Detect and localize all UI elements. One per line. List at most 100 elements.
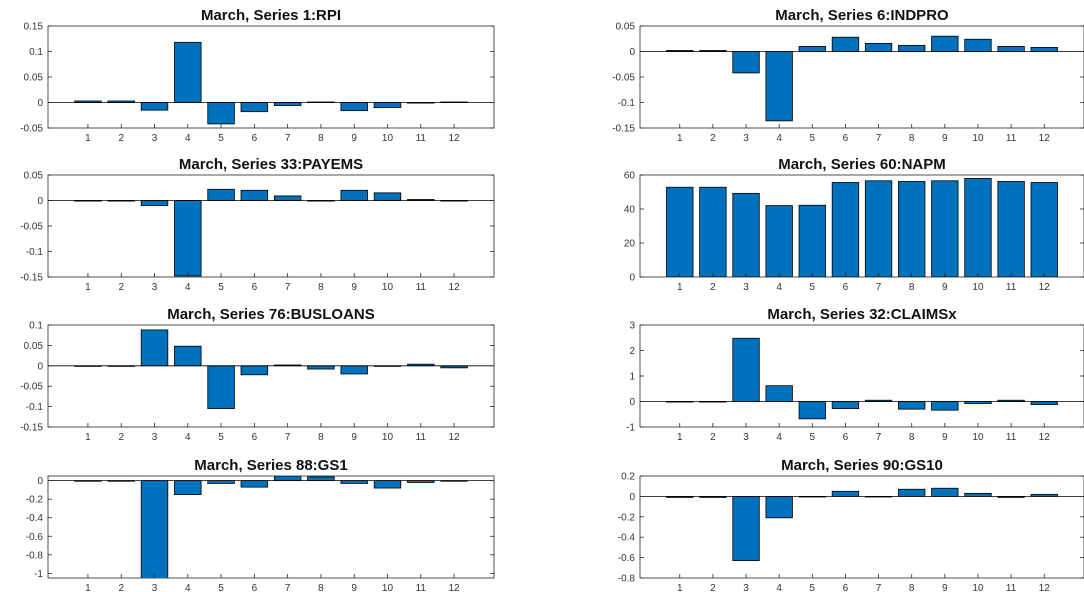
- x-tick-label: 7: [876, 133, 882, 144]
- bar: [931, 487, 959, 497]
- y-tick-label: 0.05: [24, 73, 44, 84]
- x-tick-label: 10: [972, 282, 984, 293]
- x-tick-label: 8: [909, 282, 915, 293]
- bar: [273, 195, 302, 201]
- y-tick-label: 40: [624, 205, 636, 216]
- y-tick-label: -0.4: [26, 513, 44, 524]
- x-tick-label: 1: [677, 432, 683, 443]
- bar: [765, 385, 793, 402]
- bar: [765, 495, 793, 519]
- y-tick-label: 0: [629, 273, 635, 284]
- y-tick-label: -0.15: [20, 273, 43, 284]
- x-tick-label: 5: [810, 282, 816, 293]
- x-tick-label: 12: [448, 282, 460, 293]
- x-tick-label: 1: [85, 133, 91, 144]
- x-tick-label: 11: [416, 282, 427, 293]
- y-tick-label: 0.05: [616, 22, 636, 33]
- x-tick-label: 3: [152, 282, 158, 293]
- axes-box: [639, 324, 1084, 428]
- bar: [1030, 182, 1058, 277]
- axes-box: [47, 475, 495, 579]
- y-tick-label: 0: [37, 476, 43, 487]
- x-tick-label: 5: [218, 432, 224, 443]
- x-tick-label: 1: [677, 282, 683, 293]
- y-tick-label: -0.8: [618, 574, 636, 585]
- x-tick-label: 7: [285, 432, 291, 443]
- x-tick-label: 1: [85, 432, 91, 443]
- x-tick-label: 5: [810, 133, 816, 144]
- bar: [997, 181, 1025, 277]
- bar: [340, 480, 368, 484]
- x-tick-label: 11: [1006, 583, 1017, 592]
- bar: [307, 476, 335, 482]
- x-tick-label: 6: [252, 583, 258, 592]
- subplot-8: -0.8-0.6-0.4-0.200.21 2 3 4 5 6 7 8 9 10 11 12March…: [618, 457, 1084, 592]
- y-tick-label: -0.1: [618, 98, 636, 109]
- y-tick-label: -0.05: [20, 222, 43, 233]
- x-tick-label: 6: [252, 432, 258, 443]
- bar: [1030, 47, 1058, 52]
- x-tick-label: 12: [448, 583, 460, 592]
- bar: [964, 492, 992, 497]
- x-tick-label: 9: [351, 432, 357, 443]
- bar: [140, 480, 169, 578]
- x-tick-label: 8: [909, 133, 915, 144]
- axes-box: [47, 25, 495, 129]
- x-tick-label: 12: [1039, 432, 1051, 443]
- x-tick-label: 8: [909, 432, 915, 443]
- bar: [798, 46, 826, 52]
- x-tick-label: 8: [318, 133, 324, 144]
- bar: [174, 41, 202, 103]
- x-tick-label: 4: [776, 432, 782, 443]
- y-tick-label: 0.1: [29, 47, 43, 58]
- x-tick-label: 11: [416, 133, 427, 144]
- bar: [798, 204, 826, 277]
- bar: [140, 200, 169, 206]
- x-tick-label: 12: [1039, 282, 1051, 293]
- x-tick-label: 9: [942, 583, 948, 592]
- x-tick-label: 5: [218, 133, 224, 144]
- bar: [898, 181, 926, 277]
- x-tick-label: 6: [843, 432, 849, 443]
- x-tick-label: 2: [710, 583, 716, 592]
- bar: [207, 480, 235, 484]
- y-tick-label: -0.2: [26, 495, 44, 506]
- x-tick-label: 9: [351, 583, 357, 592]
- bar: [307, 365, 335, 370]
- bar: [864, 180, 893, 277]
- x-tick-label: 9: [942, 133, 948, 144]
- bar: [931, 401, 959, 411]
- y-tick-label: -1: [34, 569, 43, 580]
- bar: [732, 495, 760, 562]
- x-tick-label: 8: [318, 583, 324, 592]
- bar: [240, 102, 269, 113]
- bar: [798, 401, 826, 420]
- bar: [340, 102, 368, 112]
- y-tick-label: 1: [629, 372, 635, 383]
- y-tick-label: -0.05: [20, 124, 43, 135]
- x-tick-label: 12: [1039, 583, 1051, 592]
- bar: [931, 180, 959, 277]
- x-tick-label: 4: [185, 583, 191, 592]
- bar: [340, 365, 368, 375]
- y-tick-label: 20: [624, 239, 636, 250]
- chart-title: March, Series 88:GS1: [194, 457, 347, 474]
- x-tick-label: 9: [942, 432, 948, 443]
- x-tick-label: 4: [185, 282, 191, 293]
- y-tick-label: -0.8: [26, 550, 44, 561]
- y-tick-label: 0: [37, 98, 43, 109]
- bar: [240, 365, 269, 376]
- bar: [240, 480, 269, 488]
- x-tick-label: 4: [776, 282, 782, 293]
- y-tick-label: -0.15: [612, 124, 635, 135]
- y-tick-label: 0.15: [24, 22, 44, 33]
- bar: [140, 329, 169, 367]
- x-tick-label: 7: [285, 583, 291, 592]
- chart-title: March, Series 76:BUSLOANS: [167, 306, 375, 323]
- bar: [964, 177, 992, 277]
- x-tick-label: 3: [152, 583, 158, 592]
- x-tick-label: 2: [710, 432, 716, 443]
